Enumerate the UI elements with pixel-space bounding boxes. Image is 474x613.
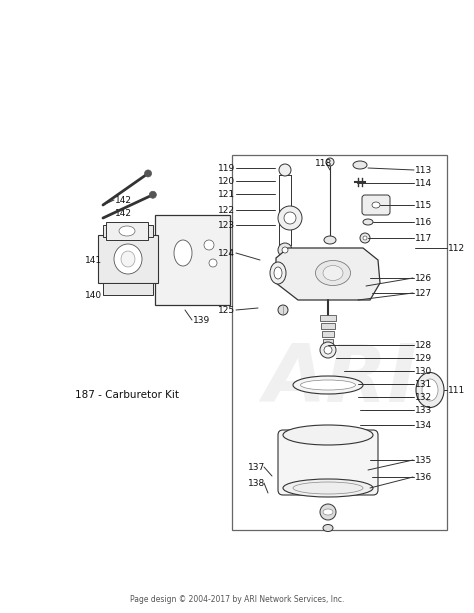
Ellipse shape [324, 236, 336, 244]
Bar [98, 235, 158, 283]
Text: 139: 139 [193, 316, 210, 324]
Bar [155, 215, 230, 305]
Ellipse shape [353, 161, 367, 169]
Bar [321, 323, 335, 329]
Ellipse shape [372, 202, 380, 208]
Circle shape [360, 233, 370, 243]
Text: 117: 117 [415, 234, 432, 243]
Ellipse shape [293, 376, 363, 394]
Text: 116: 116 [415, 218, 432, 226]
Text: 115: 115 [415, 200, 432, 210]
Circle shape [278, 243, 292, 257]
Bar [322, 331, 334, 337]
Text: 142: 142 [115, 196, 132, 205]
Text: 118: 118 [315, 159, 332, 167]
Text: 121: 121 [218, 189, 235, 199]
Circle shape [209, 259, 217, 267]
Text: 112: 112 [448, 243, 465, 253]
Text: ARI: ARI [263, 341, 417, 419]
Text: 136: 136 [415, 473, 432, 481]
Ellipse shape [293, 482, 363, 494]
Text: 130: 130 [415, 367, 432, 376]
Ellipse shape [274, 267, 282, 279]
Text: 133: 133 [415, 406, 432, 414]
Circle shape [204, 240, 214, 250]
Text: 127: 127 [415, 289, 432, 297]
Bar [320, 315, 336, 321]
Circle shape [282, 247, 288, 253]
Ellipse shape [119, 226, 135, 236]
FancyBboxPatch shape [278, 430, 378, 495]
Text: 141: 141 [85, 256, 102, 264]
Ellipse shape [416, 373, 444, 408]
Text: 113: 113 [415, 166, 432, 175]
Ellipse shape [323, 525, 333, 531]
Text: 125: 125 [218, 305, 235, 314]
Text: 120: 120 [218, 177, 235, 186]
Circle shape [149, 191, 156, 198]
Bar [323, 339, 333, 345]
Text: 128: 128 [415, 340, 432, 349]
Circle shape [320, 504, 336, 520]
Text: 187 - Carburetor Kit: 187 - Carburetor Kit [75, 390, 179, 400]
Circle shape [278, 305, 288, 315]
Text: 138: 138 [248, 479, 265, 487]
Circle shape [326, 158, 334, 166]
Bar [103, 283, 153, 295]
Circle shape [284, 212, 296, 224]
Text: 122: 122 [218, 205, 235, 215]
Text: 111: 111 [448, 386, 465, 395]
Ellipse shape [174, 240, 192, 266]
Text: Page design © 2004-2017 by ARI Network Services, Inc.: Page design © 2004-2017 by ARI Network S… [130, 595, 344, 604]
Bar [232, 155, 447, 530]
Ellipse shape [283, 479, 373, 497]
Text: 137: 137 [248, 462, 265, 471]
Text: 134: 134 [415, 421, 432, 430]
Ellipse shape [121, 251, 135, 267]
Bar [103, 225, 153, 237]
Circle shape [279, 164, 291, 176]
Circle shape [320, 342, 336, 358]
Circle shape [278, 206, 302, 230]
Text: 124: 124 [218, 248, 235, 257]
Circle shape [363, 236, 367, 240]
Ellipse shape [323, 509, 333, 515]
Text: 135: 135 [415, 455, 432, 465]
Text: 119: 119 [218, 164, 235, 172]
Ellipse shape [283, 425, 373, 445]
Text: 132: 132 [415, 392, 432, 402]
Text: 123: 123 [218, 221, 235, 229]
Polygon shape [276, 248, 380, 300]
Ellipse shape [422, 379, 438, 401]
Text: 114: 114 [415, 178, 432, 188]
Ellipse shape [323, 265, 343, 281]
Ellipse shape [316, 261, 350, 286]
Text: 142: 142 [115, 208, 132, 218]
FancyBboxPatch shape [362, 195, 390, 215]
Bar [106, 222, 148, 240]
Text: 126: 126 [415, 273, 432, 283]
Text: 129: 129 [415, 354, 432, 362]
Ellipse shape [114, 244, 142, 274]
Ellipse shape [270, 262, 286, 284]
Ellipse shape [301, 380, 356, 390]
Circle shape [324, 346, 332, 354]
Text: 140: 140 [85, 291, 102, 300]
Text: 131: 131 [415, 379, 432, 389]
Ellipse shape [363, 219, 373, 225]
Circle shape [145, 170, 152, 177]
